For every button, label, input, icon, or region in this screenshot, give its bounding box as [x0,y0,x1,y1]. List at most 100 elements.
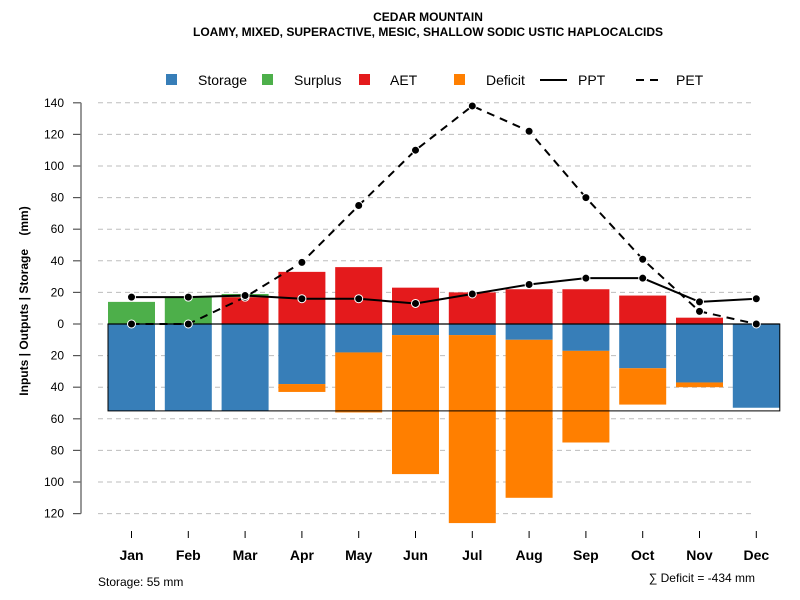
pet-point [524,126,534,136]
y-tick-label: 80 [51,191,65,205]
bar-deficit [392,335,439,475]
ppt-line [131,277,757,305]
ppt-point [751,294,761,304]
bar-deficit [619,368,667,405]
y-tick-label: 40 [51,254,65,268]
ppt-point [240,291,250,301]
ppt-point [354,294,364,304]
pet-point [581,193,591,203]
bar-storage [278,324,326,385]
y-tick-label: 100 [44,159,64,173]
bar-deficit [448,335,496,524]
chart-title: CEDAR MOUNTAIN [373,10,483,24]
pet-line [131,104,757,325]
legend-label: Storage [198,72,247,88]
ppt-point [183,292,193,302]
legend-item-aet: AET [359,72,418,88]
deficit-note: ∑ Deficit = -434 mm [649,571,755,585]
legend-item-surplus: Surplus [262,72,341,88]
x-axis: Jan Feb Mar Apr May Jun Jul Aug Sep Oct Nov Dec [119,531,769,563]
bar-storage [335,324,383,353]
legend-swatch [166,74,177,85]
x-tick-label-feb: Feb [176,547,201,563]
bar-storage [562,324,610,351]
bar-storage [448,324,496,336]
bar-aet [676,317,723,324]
legend-label: PET [676,72,704,88]
legend-label: Surplus [294,72,341,88]
x-tick-label-jan: Jan [119,547,143,563]
x-tick-label-jun: Jun [403,547,428,563]
legend-swatch [454,74,465,85]
x-tick-label-sep: Sep [573,547,599,563]
y-tick-label: 60 [51,412,65,426]
bar-surplus [108,301,155,324]
pet-point [183,319,193,329]
bar-deficit [562,350,610,443]
bar-storage [619,324,667,369]
legend-label: Deficit [486,72,525,88]
y-tick-label: 40 [51,380,65,394]
legend-swatch [262,74,273,85]
pet-point [297,257,307,267]
chart-subtitle: LOAMY, MIXED, SUPERACTIVE, MESIC, SHALLO… [193,25,663,39]
ppt-point [467,289,477,299]
x-tick-label-apr: Apr [290,547,315,563]
y-axis-label: Inputs | Outputs | Storage (mm) [17,206,31,395]
bar-deficit [505,339,553,498]
ppt-point [581,273,591,283]
storage-note: Storage: 55 mm [98,575,183,589]
y-tick-label: 120 [44,127,64,141]
pet-point [695,306,704,316]
bar-aet [562,289,610,324]
bars [107,267,781,524]
bar-deficit [676,382,723,388]
x-tick-label-oct: Oct [631,547,655,563]
legend: Storage Surplus AET Deficit PPT PET [166,72,704,88]
bar-storage [108,324,155,411]
legend-swatch [359,74,370,85]
bar-aet [505,289,553,324]
ppt-point [524,280,534,289]
x-tick-label-aug: Aug [515,547,542,563]
legend-item-deficit: Deficit [454,72,525,88]
x-tick-label-mar: Mar [233,547,258,563]
y-tick-label: 20 [51,285,65,299]
pet-point [127,319,136,329]
bar-storage [392,324,439,336]
bar-deficit [335,352,383,413]
y-axis: 140 120 100 80 60 40 20 0 20 40 60 80 100 120 [44,96,82,521]
legend-label: PPT [578,72,606,88]
legend-item-pet: PET [636,72,704,88]
y-tick-label: 60 [51,222,65,236]
bar-storage [505,324,553,340]
series-lines [127,101,761,329]
y-tick-label: 0 [57,317,64,331]
ppt-point [411,298,420,308]
bar-deficit [278,384,326,392]
bar-storage [732,324,780,408]
y-tick-label: 140 [44,96,64,110]
x-tick-label-nov: Nov [686,547,713,563]
bar-storage [221,324,269,411]
bar-storage [676,324,723,383]
y-tick-label: 80 [51,443,65,457]
bar-aet [619,295,667,324]
pet-point [411,145,420,155]
ppt-point [695,297,704,307]
pet-point [751,319,761,329]
pet-point [467,101,477,111]
y-tick-label: 120 [44,507,64,521]
pet-point [354,201,364,210]
ppt-point [297,294,307,304]
legend-item-storage: Storage [166,72,247,88]
pet-point [638,254,648,264]
x-tick-label-jul: Jul [462,547,482,563]
y-tick-label: 100 [44,475,64,489]
ppt-point [127,292,136,302]
bar-storage [164,324,212,411]
y-tick-label: 20 [51,349,65,363]
x-tick-label-may: May [345,547,372,563]
x-tick-label-dec: Dec [743,547,769,563]
